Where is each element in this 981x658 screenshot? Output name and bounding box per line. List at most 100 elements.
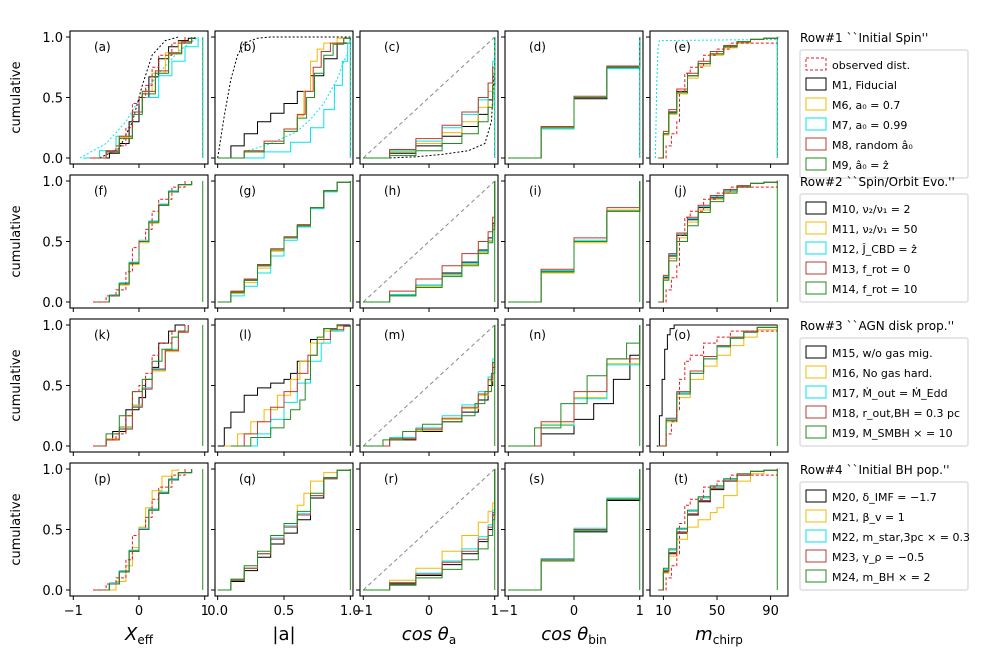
series-line-green bbox=[658, 469, 778, 591]
panel-a: (a) 0.0 0.5 1.0 bbox=[42, 30, 209, 168]
panel-plot-area bbox=[508, 469, 641, 591]
series-line-orange bbox=[658, 181, 778, 303]
panel-letter: (t) bbox=[674, 472, 688, 486]
panel-frame bbox=[359, 174, 499, 309]
series-line-red bbox=[363, 469, 496, 591]
panel-g: (g) bbox=[211, 174, 354, 312]
x-tick-label: 10 bbox=[655, 604, 672, 619]
panel-frame bbox=[359, 318, 499, 453]
series-line-green bbox=[217, 181, 351, 303]
y-tick-label: 1.0 bbox=[42, 463, 63, 478]
series-line-black bbox=[363, 37, 496, 159]
series-line-cyan bbox=[93, 325, 189, 447]
panel-p: (p) 0.0 0.5 1.0 −1 0 1 bbox=[42, 462, 209, 619]
x-axis-label-sub: a bbox=[449, 633, 456, 647]
panel-letter: (m) bbox=[384, 328, 405, 342]
legend-swatch bbox=[805, 345, 827, 359]
x-axis-label: Xeff bbox=[124, 624, 154, 647]
legend-entry-label: M18, r_out,BH = 0.3 pc bbox=[832, 407, 960, 420]
series-line-observed bbox=[660, 36, 780, 159]
legend-box bbox=[799, 49, 969, 179]
x-tick-label: 90 bbox=[762, 604, 779, 619]
legend-swatch bbox=[805, 261, 827, 275]
series-line-green bbox=[658, 325, 778, 447]
series-line-red bbox=[363, 181, 496, 303]
legend-entry-label: M13, f_rot = 0 bbox=[832, 263, 910, 276]
series-line-cyan bbox=[363, 37, 496, 159]
panel-c: (c) bbox=[356, 30, 499, 168]
y-tick-label: 0.5 bbox=[42, 92, 63, 107]
x-axis-label-main: cos θ bbox=[541, 624, 588, 645]
legend-swatch bbox=[805, 489, 827, 503]
legend-entry-label: M11, ν₂/ν₁ = 50 bbox=[832, 223, 918, 236]
panel-e: (e) bbox=[646, 30, 789, 168]
series-line-green bbox=[508, 37, 641, 159]
panel-frame bbox=[214, 318, 354, 453]
legend-entry-label: M1, Fiducial bbox=[832, 79, 897, 92]
series-line-black bbox=[217, 37, 351, 159]
legend-swatch bbox=[805, 201, 827, 215]
series-line-orange bbox=[363, 37, 496, 159]
legend-row-4: Row#4 ``Initial BH pop.'' M20, δ_IMF = −1… bbox=[799, 463, 970, 591]
dotted-series-line bbox=[217, 36, 351, 159]
legend-row-3: Row#3 ``AGN disk prop.'' M15, w/o gas mig… bbox=[799, 319, 969, 447]
legend-swatch bbox=[805, 549, 827, 563]
panel-frame bbox=[359, 30, 499, 165]
panel-letter: (s) bbox=[529, 472, 545, 486]
legend-title: Row#1 ``Initial Spin'' bbox=[800, 31, 928, 45]
series-line-observed bbox=[660, 468, 780, 591]
legend-entry-label: M19, M_SMBH × = 10 bbox=[832, 427, 953, 440]
legend-swatch bbox=[805, 569, 827, 583]
series-line-orange bbox=[224, 325, 351, 447]
panel-plot-area bbox=[656, 324, 780, 447]
y-axis-label: cumulative bbox=[9, 61, 24, 133]
panel-letter: (l) bbox=[239, 328, 252, 342]
y-axis-label: cumulative bbox=[9, 493, 24, 565]
legend-title: Row#3 ``AGN disk prop.'' bbox=[800, 319, 954, 333]
panel-letter: (h) bbox=[384, 184, 401, 198]
reference-diagonal bbox=[362, 468, 496, 591]
x-tick-label: 0 bbox=[425, 604, 433, 619]
x-tick-label: −1 bbox=[499, 604, 518, 619]
legend-entry-label: M20, δ_IMF = −1.7 bbox=[832, 491, 937, 504]
panel-t: (t) 10 50 90 bbox=[646, 462, 789, 619]
legend-swatch bbox=[805, 529, 827, 543]
panel-letter: (c) bbox=[384, 40, 400, 54]
legend-entry-label: M7, a₀ = 0.99 bbox=[832, 119, 907, 132]
panel-frame bbox=[649, 318, 789, 453]
legend-swatch bbox=[805, 157, 827, 171]
series-line-red bbox=[508, 469, 641, 591]
panel-frame bbox=[649, 30, 789, 165]
x-tick-label: 1 bbox=[201, 604, 209, 619]
series-line-green bbox=[363, 181, 496, 303]
legend-entry-label: M21, β_v = 1 bbox=[832, 511, 905, 524]
legend-entry-label: M14, f_rot = 10 bbox=[832, 283, 917, 296]
panel-f: (f) 0.0 0.5 1.0 bbox=[42, 174, 209, 312]
panel-letter: (k) bbox=[94, 328, 110, 342]
panel-letter: (n) bbox=[529, 328, 546, 342]
series-line-green bbox=[96, 181, 193, 303]
x-axis-label: |a| bbox=[272, 624, 295, 645]
legend-swatch bbox=[805, 509, 827, 523]
y-tick-label: 0.0 bbox=[42, 152, 63, 167]
panel-letter: (f) bbox=[94, 184, 108, 198]
x-axis-label-main: cos θ bbox=[402, 624, 449, 645]
series-line-observed bbox=[93, 469, 186, 591]
x-tick-label: 0 bbox=[570, 604, 578, 619]
panel-plot-area bbox=[217, 469, 351, 591]
legend-box bbox=[799, 481, 969, 591]
panel-plot-area bbox=[93, 181, 204, 303]
x-axis-label-main: |a| bbox=[272, 624, 295, 645]
series-line-green bbox=[658, 37, 778, 159]
y-axis-label: cumulative bbox=[9, 205, 24, 277]
panel-plot-area bbox=[508, 37, 641, 159]
series-line-cyan bbox=[658, 469, 778, 591]
series-line-green bbox=[508, 325, 641, 447]
legend-swatch bbox=[805, 241, 827, 255]
panel-letter: (j) bbox=[674, 184, 687, 198]
panel-plot-area bbox=[362, 36, 496, 159]
series-line-red bbox=[508, 325, 641, 447]
series-line-red bbox=[658, 325, 778, 447]
series-line-red bbox=[363, 37, 496, 159]
panel-frame bbox=[359, 462, 499, 597]
